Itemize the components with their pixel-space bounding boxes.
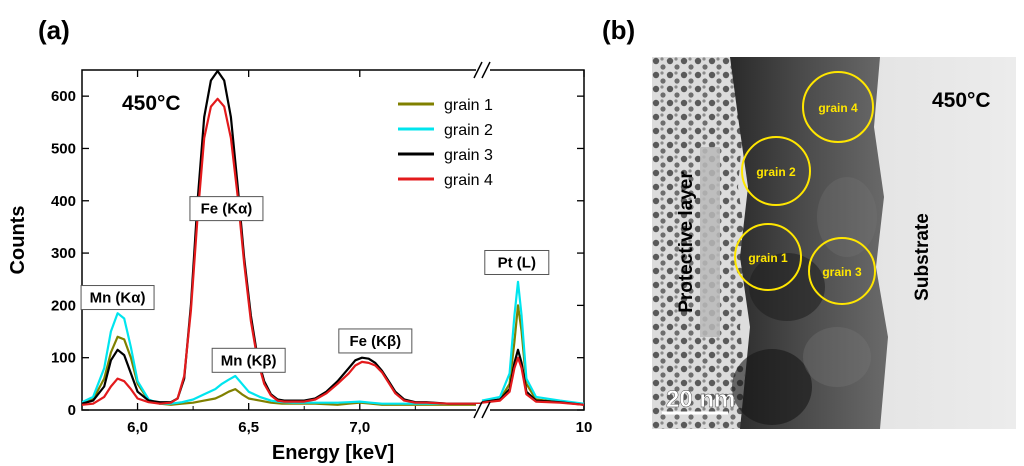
peak-annotation-label: Mn (Kβ) [221,352,277,369]
tem-micrograph: grain 4 grain 2 grain 1 grain 3 Protecti… [652,57,1016,429]
axis-break-top [473,61,491,79]
x-axis-title: Energy [keV] [272,442,394,464]
series-line-grain-4 [82,97,584,406]
legend-label-grain-1: grain 1 [444,97,493,114]
peak-annotation: Mn (Kβ) [211,347,286,373]
plot-frame [81,69,585,411]
y-tick-label: 400 [51,193,76,210]
peak-annotation: Fe (Kα) [189,196,264,222]
peak-annotation: Mn (Kα) [80,285,155,311]
scale-bar-label: 20 nm [666,386,735,413]
chart-temperature-label: 450°C [122,92,181,115]
grain-circle-2: grain 2 [741,136,811,206]
axis-layer: 0 100 200 300 400 500 600 6,0 6,5 7,0 10 [51,70,592,436]
x-tick-label: 6,5 [238,419,259,436]
peak-annotation: Pt (L) [484,249,550,275]
tem-temperature-label: 450°C [932,89,991,112]
series-line-grain-2 [82,280,584,405]
x-tick-label: 6,0 [127,419,148,436]
grain-label-4: grain 4 [818,101,858,115]
tem-image: grain 4 grain 2 grain 1 grain 3 Protecti… [652,57,1016,429]
y-tick-label: 100 [51,350,76,367]
axis-break-bottom [473,401,491,419]
peak-annotation-label: Fe (Kβ) [350,333,402,350]
y-tick-label: 300 [51,245,76,262]
grain-label-3: grain 3 [822,265,862,279]
y-tick-label: 600 [51,88,76,105]
grain-label-1: grain 1 [748,251,788,265]
peak-annotation-box [338,328,413,354]
legend-label-grain-4: grain 4 [444,172,493,189]
annotation-layer: Mn (Kα) Fe (Kα) Mn (Kβ) Fe (Kβ) Pt (L) [80,196,550,373]
substrate-label: Substrate [912,213,933,301]
peak-annotation-label: Pt (L) [498,254,536,271]
legend: grain 1 grain 2 grain 3 grain 4 [398,97,493,189]
y-tick-label: 500 [51,140,76,157]
spectrum-chart: 0 100 200 300 400 500 600 6,0 6,5 7,0 10 450°C Ene… [7,61,592,464]
peak-annotation-box [189,196,264,222]
legend-label-grain-2: grain 2 [444,122,493,139]
peak-annotation-label: Mn (Kα) [90,290,146,307]
peak-annotation-box [211,347,286,373]
panel-a-label: (a) [38,15,70,45]
grain-circle-1: grain 1 [734,223,802,291]
panel-b-label: (b) [602,15,636,45]
protective-layer-label: Protective layer [676,171,697,313]
peak-annotation-box [80,285,155,311]
grain-circle-4: grain 4 [802,71,874,143]
grain-label-2: grain 2 [756,165,796,179]
y-axis-title: Counts [7,206,29,275]
y-tick-label: 200 [51,297,76,314]
metal-film-region [730,57,888,429]
grain-circle-3: grain 3 [808,237,876,305]
peak-annotation-box [484,249,550,275]
x-tick-label: 10 [576,419,593,436]
peak-annotation: Fe (Kβ) [338,328,413,354]
peak-annotation-label: Fe (Kα) [201,201,253,218]
series-layer [82,70,584,406]
y-tick-label: 0 [68,402,76,419]
x-tick-label: 7,0 [349,419,370,436]
legend-label-grain-3: grain 3 [444,147,493,164]
